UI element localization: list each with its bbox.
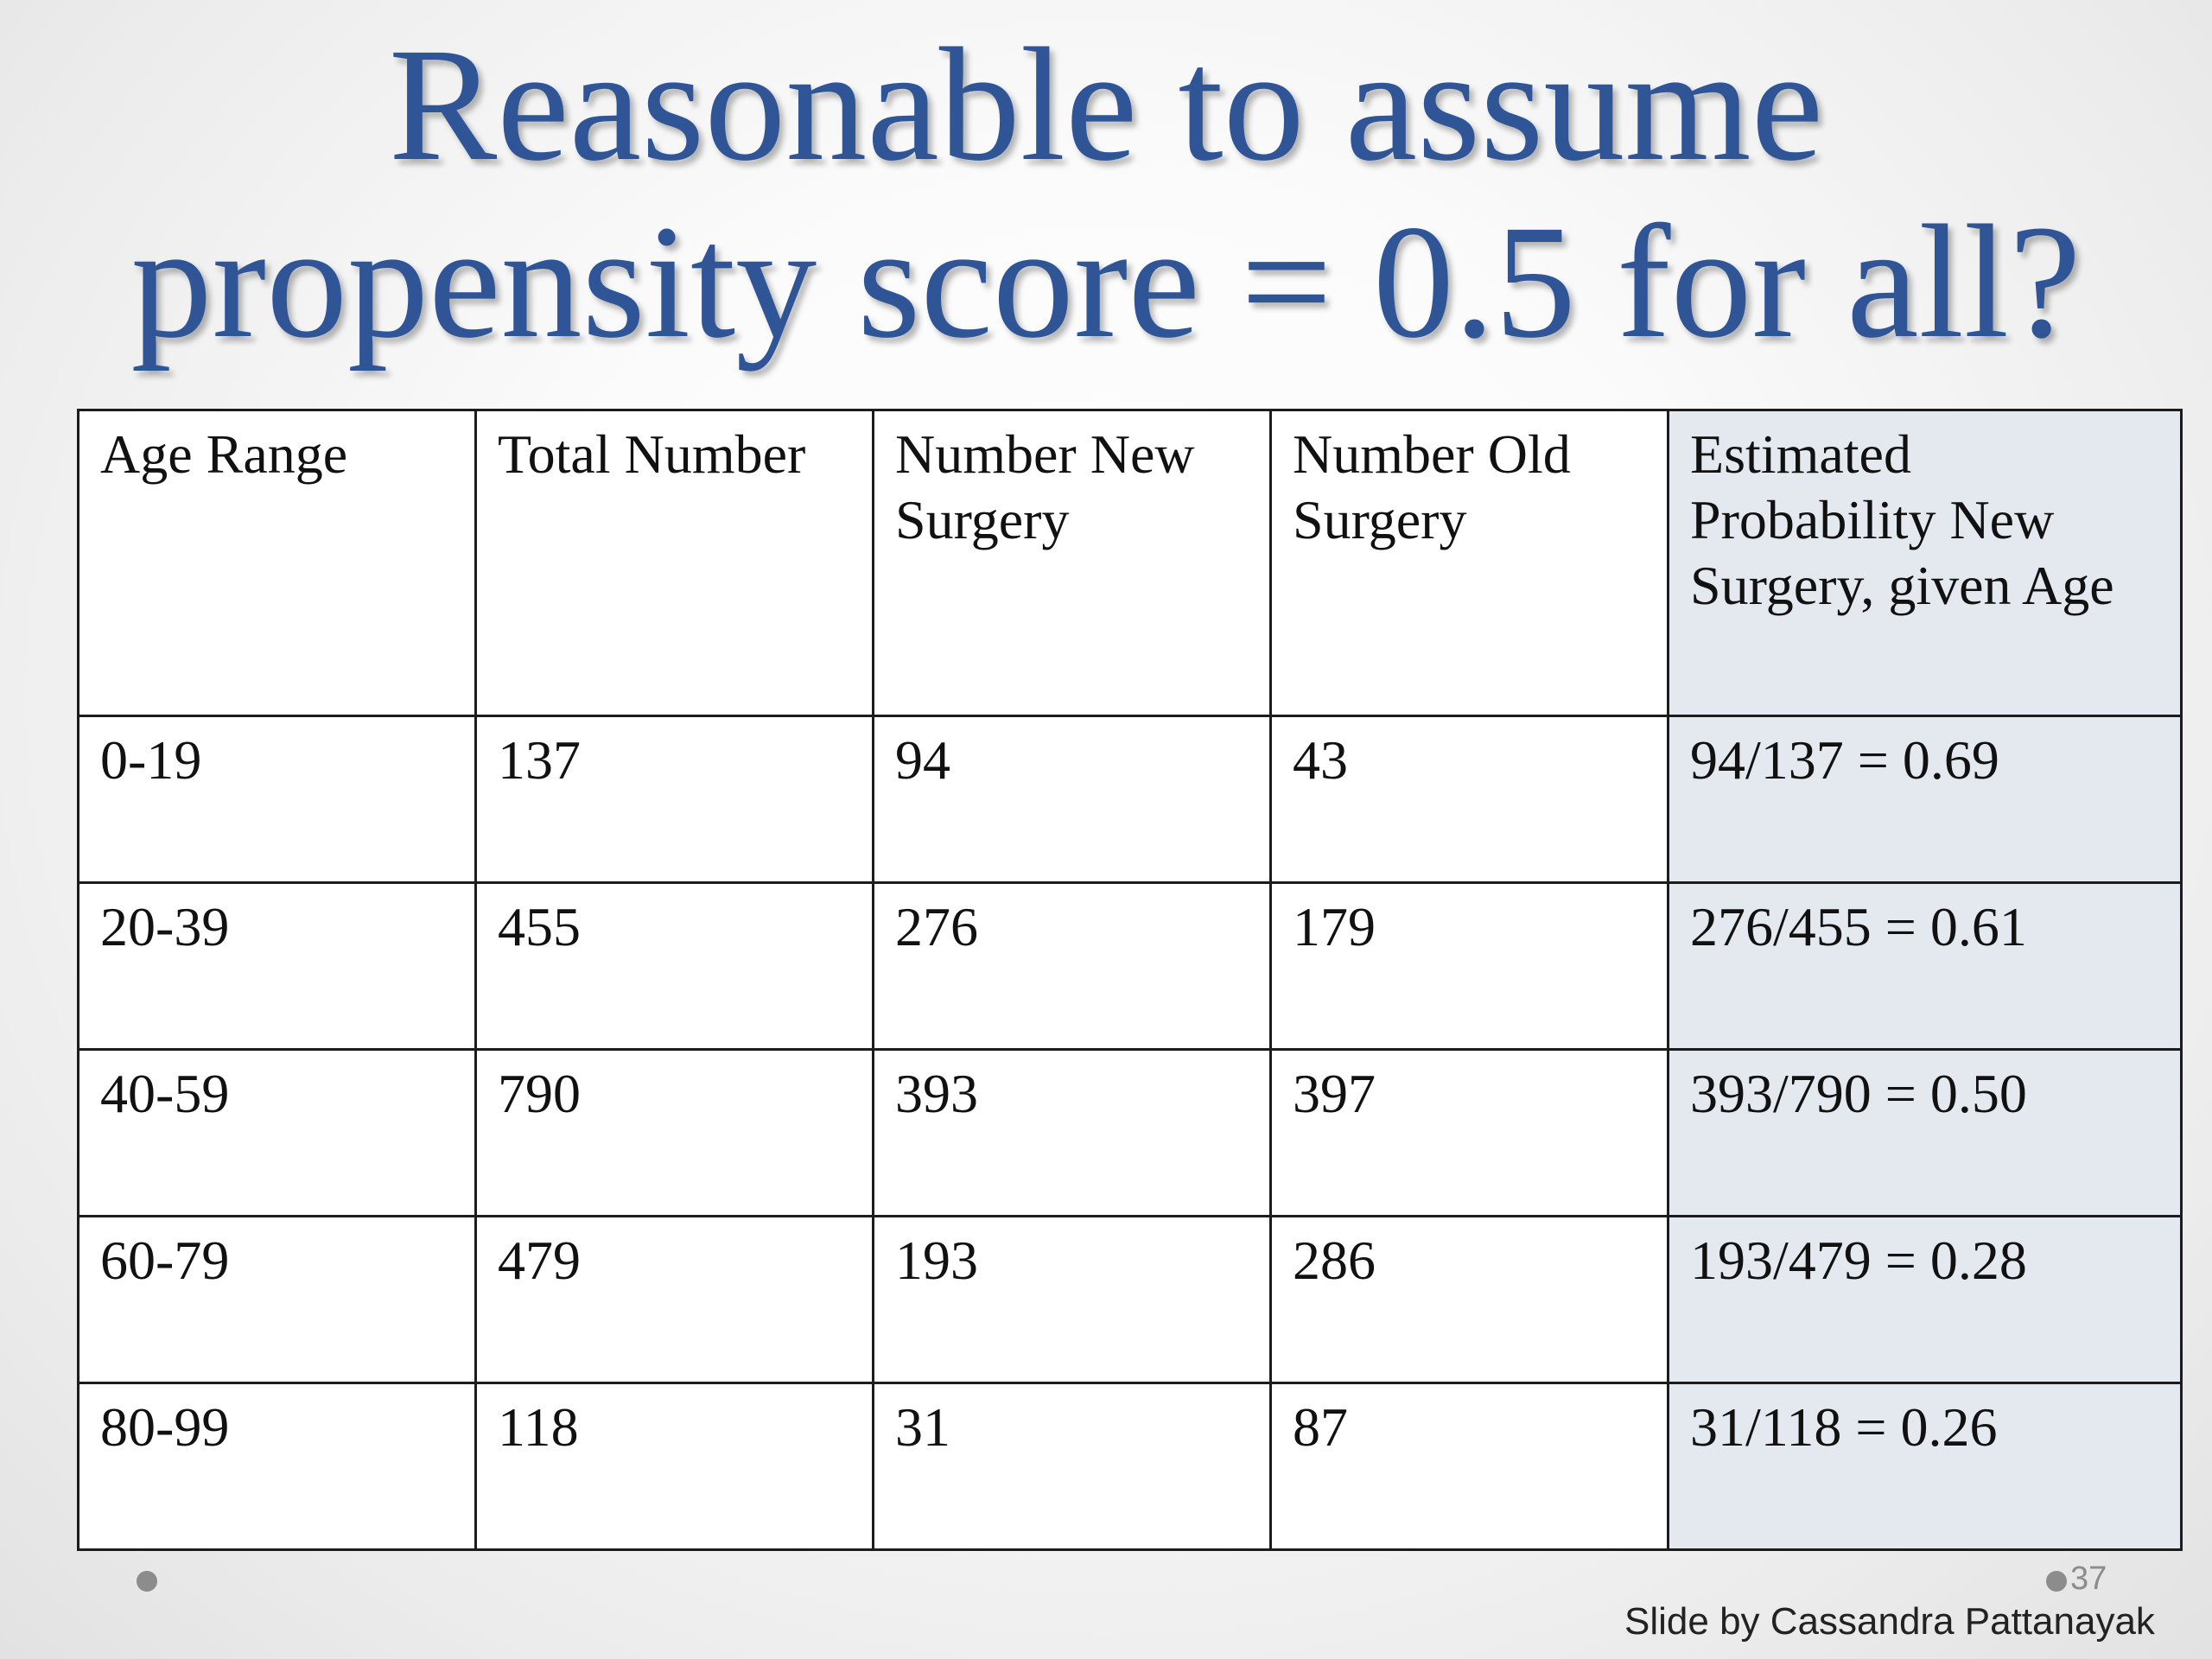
table-header-row: Age Range Total Number Number New Surger…: [77, 409, 2183, 717]
cell-number-new-surgery: 393: [872, 1048, 1272, 1217]
header-estimated-probability: Estimated Probability New Surgery, given…: [1667, 409, 2183, 717]
cell-age-range: 80-99: [77, 1382, 477, 1551]
header-age-range: Age Range: [77, 409, 477, 717]
table-row: 0-19 137 94 43 94/137 = 0.69: [77, 715, 2183, 884]
cell-estimated-probability: 193/479 = 0.28: [1667, 1215, 2183, 1384]
header-number-new-surgery: Number New Surgery: [872, 409, 1272, 717]
footer-bullet-right-icon: [2046, 1571, 2067, 1592]
header-total-number: Total Number: [474, 409, 874, 717]
cell-number-old-surgery: 179: [1269, 881, 1669, 1051]
cell-total-number: 118: [474, 1382, 874, 1551]
cell-total-number: 455: [474, 881, 874, 1051]
cell-age-range: 60-79: [77, 1215, 477, 1384]
cell-number-old-surgery: 286: [1269, 1215, 1669, 1384]
cell-estimated-probability: 276/455 = 0.61: [1667, 881, 2183, 1051]
table-row: 20-39 455 276 179 276/455 = 0.61: [77, 881, 2183, 1051]
cell-total-number: 479: [474, 1215, 874, 1384]
footer-bullet-left-icon: [137, 1571, 157, 1592]
cell-estimated-probability: 94/137 = 0.69: [1667, 715, 2183, 884]
cell-estimated-probability: 393/790 = 0.50: [1667, 1048, 2183, 1217]
header-number-old-surgery: Number Old Surgery: [1269, 409, 1669, 717]
slide-title-line-1: Reasonable to assume: [388, 14, 1824, 194]
cell-estimated-probability: 31/118 = 0.26: [1667, 1382, 2183, 1551]
table-row: 40-59 790 393 397 393/790 = 0.50: [77, 1048, 2183, 1217]
cell-number-new-surgery: 94: [872, 715, 1272, 884]
cell-number-new-surgery: 31: [872, 1382, 1272, 1551]
cell-total-number: 137: [474, 715, 874, 884]
cell-number-new-surgery: 276: [872, 881, 1272, 1051]
slide-title-line-2: propensity score = 0.5 for all?: [130, 191, 2082, 372]
cell-total-number: 790: [474, 1048, 874, 1217]
table-row: 60-79 479 193 286 193/479 = 0.28: [77, 1215, 2183, 1384]
cell-age-range: 0-19: [77, 715, 477, 884]
propensity-table: Age Range Total Number Number New Surger…: [77, 409, 2183, 1551]
slide-page-number: 37: [2070, 1560, 2107, 1597]
cell-number-new-surgery: 193: [872, 1215, 1272, 1384]
cell-number-old-surgery: 397: [1269, 1048, 1669, 1217]
table-row: 80-99 118 31 87 31/118 = 0.26: [77, 1382, 2183, 1551]
slide-title: Reasonable to assume propensity score = …: [0, 16, 2212, 370]
cell-age-range: 40-59: [77, 1048, 477, 1217]
cell-number-old-surgery: 87: [1269, 1382, 1669, 1551]
cell-number-old-surgery: 43: [1269, 715, 1669, 884]
slide-credit: Slide by Cassandra Pattanayak: [1624, 1600, 2155, 1643]
cell-age-range: 20-39: [77, 881, 477, 1051]
